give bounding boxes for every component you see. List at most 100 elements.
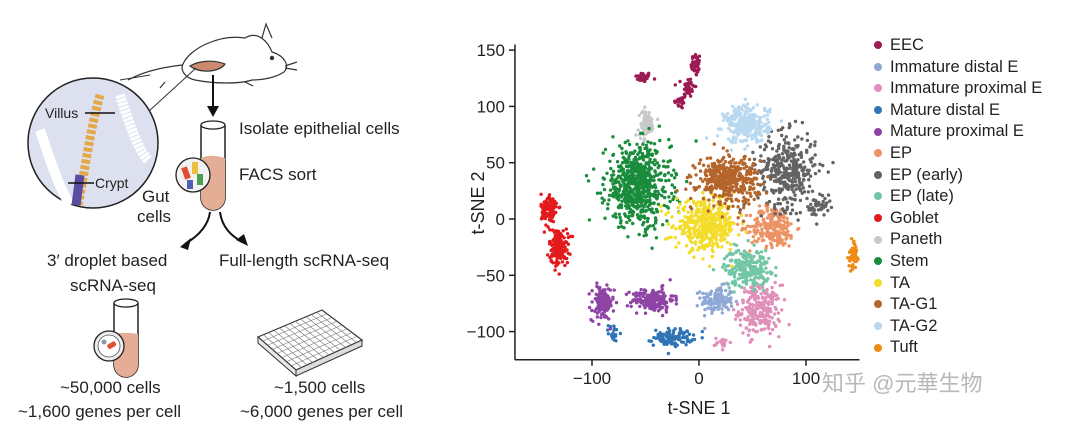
data-point [712, 162, 716, 166]
legend-item: Tuft [874, 339, 918, 356]
data-point [659, 209, 663, 213]
data-point [684, 200, 688, 204]
data-point [712, 307, 717, 312]
data-point [770, 316, 774, 320]
data-point [737, 131, 741, 136]
data-point [746, 132, 750, 137]
data-point [655, 161, 659, 165]
data-point [691, 199, 696, 203]
data-point [731, 137, 735, 142]
data-point [765, 209, 769, 213]
data-point [765, 165, 769, 169]
data-point [825, 201, 829, 205]
data-point [807, 178, 811, 182]
data-point [798, 198, 803, 203]
data-point [721, 265, 725, 269]
data-point [610, 173, 614, 177]
data-point [711, 199, 715, 203]
data-point [648, 208, 652, 212]
data-point [622, 197, 627, 201]
data-point [703, 307, 707, 312]
data-point [786, 229, 790, 233]
data-point [694, 84, 698, 89]
data-point [755, 127, 760, 131]
data-point [853, 259, 857, 263]
data-point [795, 183, 799, 187]
data-point [767, 319, 772, 323]
data-point [651, 224, 655, 228]
data-point [598, 294, 602, 299]
data-point [741, 219, 746, 223]
data-point [688, 215, 693, 219]
data-point [674, 173, 679, 177]
data-point [717, 127, 721, 131]
data-point [759, 250, 764, 254]
data-point [758, 304, 762, 308]
data-point [560, 260, 565, 264]
data-point [773, 305, 777, 310]
data-point [702, 244, 707, 248]
data-point [548, 196, 552, 200]
data-point [755, 193, 759, 197]
data-point [741, 180, 745, 185]
data-point [718, 286, 723, 290]
data-point [753, 168, 757, 172]
data-point [688, 81, 692, 86]
data-point [637, 157, 641, 161]
data-point [808, 145, 812, 149]
data-point [765, 287, 769, 292]
x-axis-label: t-SNE 1 [667, 398, 730, 418]
data-point [746, 305, 751, 309]
data-point [728, 117, 732, 121]
data-point [787, 244, 791, 248]
data-point [563, 263, 567, 268]
data-point [774, 265, 778, 270]
legend-swatch [874, 127, 882, 136]
data-point [783, 180, 787, 184]
data-point [805, 148, 809, 152]
data-point [739, 213, 744, 218]
data-point [675, 196, 679, 201]
data-point [727, 269, 732, 273]
data-point [676, 104, 681, 108]
isolate-label: Isolate epithelial cells [239, 119, 400, 138]
data-point [775, 149, 779, 153]
data-point [597, 287, 601, 291]
data-point [794, 170, 799, 174]
data-point [737, 233, 741, 237]
data-point [609, 166, 613, 171]
data-point [751, 265, 756, 269]
data-point [765, 202, 770, 206]
data-point [660, 336, 665, 340]
data-point [731, 130, 735, 134]
data-point [747, 290, 751, 295]
data-point [707, 202, 712, 207]
droplet-cells: ~50,000 cells [60, 378, 161, 397]
data-point [734, 188, 738, 192]
data-point [777, 335, 781, 339]
data-point [738, 139, 743, 143]
data-point [639, 131, 643, 135]
data-point [693, 224, 698, 228]
y-tick-label: −50 [476, 266, 505, 285]
data-point [735, 302, 740, 306]
data-point [647, 339, 651, 343]
data-point [646, 192, 650, 196]
data-point [697, 58, 701, 63]
legend-item: EP (early) [874, 167, 963, 184]
data-point [711, 241, 715, 246]
data-point [665, 204, 669, 209]
data-point [764, 191, 769, 195]
data-point [717, 208, 722, 213]
data-point [717, 304, 721, 309]
data-point [763, 298, 768, 303]
data-point [741, 275, 745, 280]
data-point [642, 205, 646, 209]
data-point [728, 340, 732, 345]
data-point [656, 189, 660, 193]
data-point [638, 304, 642, 309]
data-point [784, 226, 789, 230]
data-point [680, 219, 685, 223]
data-point [682, 331, 686, 335]
data-point [641, 188, 645, 192]
